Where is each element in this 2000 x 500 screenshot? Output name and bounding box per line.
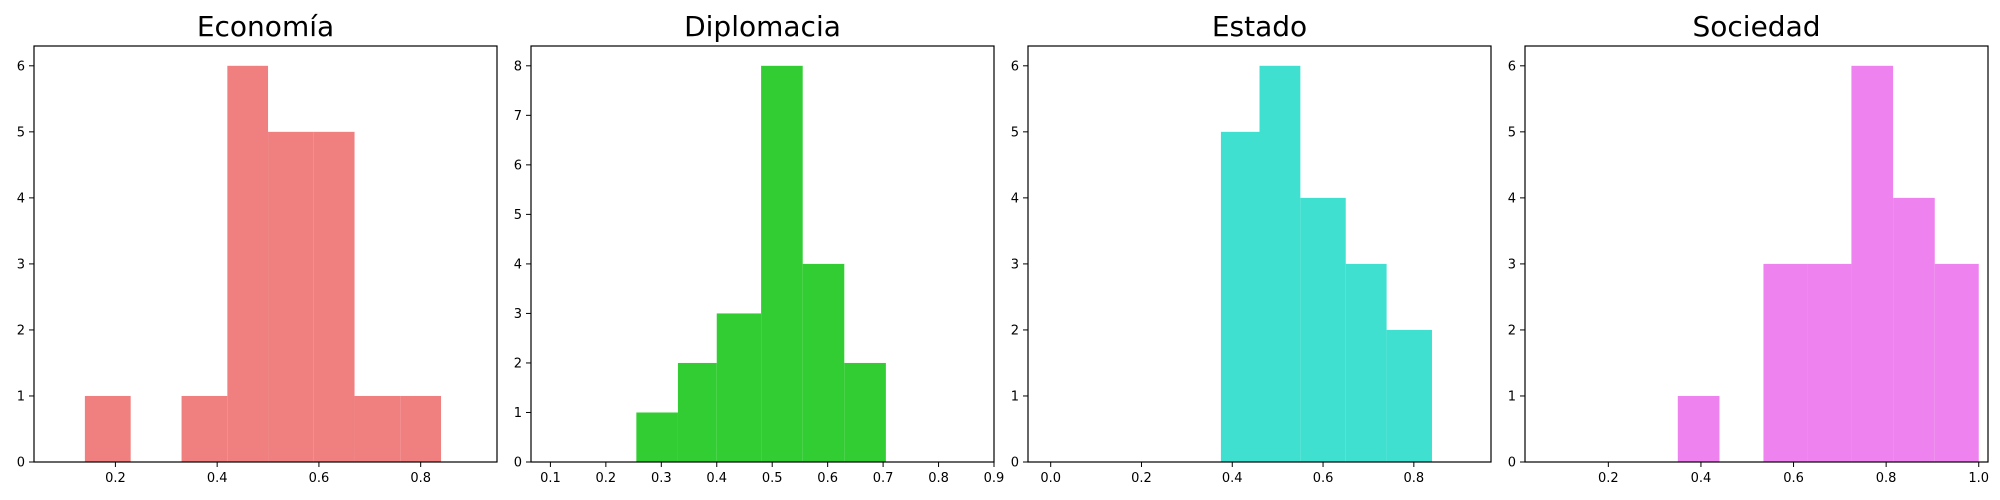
sociedad-x-tick-label: 0.2: [1598, 471, 1619, 486]
economia-y-tick-label: 3: [17, 257, 25, 272]
sociedad-axes-frame: [1524, 45, 1989, 463]
diplomacia-bar-0: [636, 412, 678, 462]
sociedad-x-tick-label: 0.6: [1783, 471, 1804, 486]
economia-x-tick-label: 0.8: [410, 471, 431, 486]
economia-x-tick-label: 0.6: [309, 471, 330, 486]
estado-y-tick-label: 2: [1011, 323, 1019, 338]
diplomacia-y-tick-label: 6: [514, 158, 522, 173]
sociedad-y-tick-label: 3: [1508, 257, 1516, 272]
economia-bar-3: [227, 65, 269, 463]
diplomacia-chart-title: Diplomacia: [684, 10, 841, 43]
estado-y-tick-label: 1: [1011, 389, 1019, 404]
sociedad-bar-3: [1807, 263, 1852, 462]
estado-x-tick-label: 0.0: [1040, 471, 1061, 486]
economia-bar-5: [313, 131, 355, 463]
estado-y-tick-label: 3: [1011, 257, 1019, 272]
economia-y-tick-label: 0: [17, 456, 25, 471]
estado-histogram-panel: 0.0 0.2 0.4 0.6 0.8 0 1 2 3 4 5 6 Estado: [1011, 10, 1492, 486]
sociedad-histogram-panel: 0.2 0.4 0.6 0.8 1.0 0 1 2 3 4 5 6 Sociedad: [1508, 10, 1989, 486]
sociedad-x-tick-label: 0.4: [1691, 471, 1712, 486]
estado-bar-0: [1220, 131, 1260, 463]
diplomacia-x-tick-label: 0.4: [706, 471, 727, 486]
estado-x-tick-label: 0.2: [1131, 471, 1152, 486]
diplomacia-y-tick-label: 7: [514, 109, 522, 124]
sociedad-y-tick-label: 2: [1508, 323, 1516, 338]
economia-bar-0: [84, 395, 131, 462]
sociedad-bar-0: [1677, 395, 1720, 462]
diplomacia-y-tick-label: 4: [514, 257, 522, 272]
economia-histogram-panel: 0.2 0.4 0.6 0.8 0 1 2 3 4 5 6 Economía: [17, 10, 498, 486]
estado-y-tick-label: 4: [1011, 191, 1019, 206]
diplomacia-bar-1: [677, 362, 717, 462]
estado-chart-title: Estado: [1212, 10, 1307, 43]
diplomacia-bar-3: [761, 65, 803, 463]
diplomacia-x-tick-label: 0.7: [873, 471, 894, 486]
economia-x-tick-label: 0.2: [105, 471, 126, 486]
diplomacia-x-tick-label: 0.9: [984, 471, 1005, 486]
economia-axes-frame: [33, 45, 498, 463]
economia-y-tick-label: 5: [17, 125, 25, 140]
estado-x-tick-label: 0.6: [1313, 471, 1334, 486]
economia-y-tick-label: 6: [17, 59, 25, 74]
economia-y-tick-label: 1: [17, 389, 25, 404]
diplomacia-axes-frame: [530, 45, 995, 463]
estado-bar-3: [1345, 263, 1387, 462]
diplomacia-x-tick-label: 0.8: [928, 471, 949, 486]
diplomacia-x-tick-label: 0.1: [540, 471, 561, 486]
economia-x-tick-label: 0.4: [207, 471, 228, 486]
sociedad-y-tick-label: 4: [1508, 191, 1516, 206]
estado-y-tick-label: 5: [1011, 125, 1019, 140]
estado-x-tick-label: 0.8: [1403, 471, 1424, 486]
diplomacia-x-tick-label: 0.6: [817, 471, 838, 486]
diplomacia-x-tick-label: 0.5: [762, 471, 783, 486]
economia-bar-7: [400, 395, 442, 462]
diplomacia-y-tick-label: 2: [514, 356, 522, 371]
diplomacia-x-tick-label: 0.3: [651, 471, 672, 486]
estado-x-tick-label: 0.4: [1222, 471, 1243, 486]
sociedad-bar-4: [1851, 65, 1894, 463]
diplomacia-histogram-panel: 0.1 0.2 0.3 0.4 0.5 0.6 0.7 0.8 0.9 0 1 2 3 4 5 6 7 8 Dipl…: [514, 10, 1005, 486]
economia-bar-4: [268, 131, 314, 463]
sociedad-chart-title: Sociedad: [1692, 10, 1820, 43]
diplomacia-bar-5: [844, 362, 886, 462]
diplomacia-y-tick-label: 8: [514, 59, 522, 74]
estado-y-tick-label: 0: [1011, 456, 1019, 471]
sociedad-bar-2: [1763, 263, 1808, 462]
sociedad-bar-6: [1934, 263, 1979, 462]
economia-y-tick-label: 2: [17, 323, 25, 338]
estado-bar-1: [1259, 65, 1301, 463]
sociedad-y-tick-label: 5: [1508, 125, 1516, 140]
estado-y-tick-label: 6: [1011, 59, 1019, 74]
sociedad-y-tick-label: 1: [1508, 389, 1516, 404]
estado-bar-2: [1300, 197, 1346, 462]
sociedad-y-tick-label: 0: [1508, 456, 1516, 471]
estado-axes-frame: [1027, 45, 1492, 463]
sociedad-x-tick-label: 0.8: [1876, 471, 1897, 486]
economia-bar-6: [354, 395, 401, 462]
diplomacia-y-tick-label: 0: [514, 456, 522, 471]
economia-bar-2: [181, 395, 228, 462]
sociedad-bar-5: [1893, 197, 1935, 462]
diplomacia-bar-4: [802, 263, 845, 462]
diplomacia-y-tick-label: 3: [514, 307, 522, 322]
diplomacia-x-tick-label: 0.2: [596, 471, 617, 486]
diplomacia-y-tick-label: 1: [514, 406, 522, 421]
estado-bar-4: [1386, 329, 1432, 462]
economia-y-tick-label: 4: [17, 191, 25, 206]
sociedad-y-tick-label: 6: [1508, 59, 1516, 74]
sociedad-x-tick-label: 1.0: [1968, 471, 1989, 486]
diplomacia-y-tick-label: 5: [514, 208, 522, 223]
diplomacia-bar-2: [716, 313, 762, 462]
economia-chart-title: Economía: [197, 10, 334, 43]
